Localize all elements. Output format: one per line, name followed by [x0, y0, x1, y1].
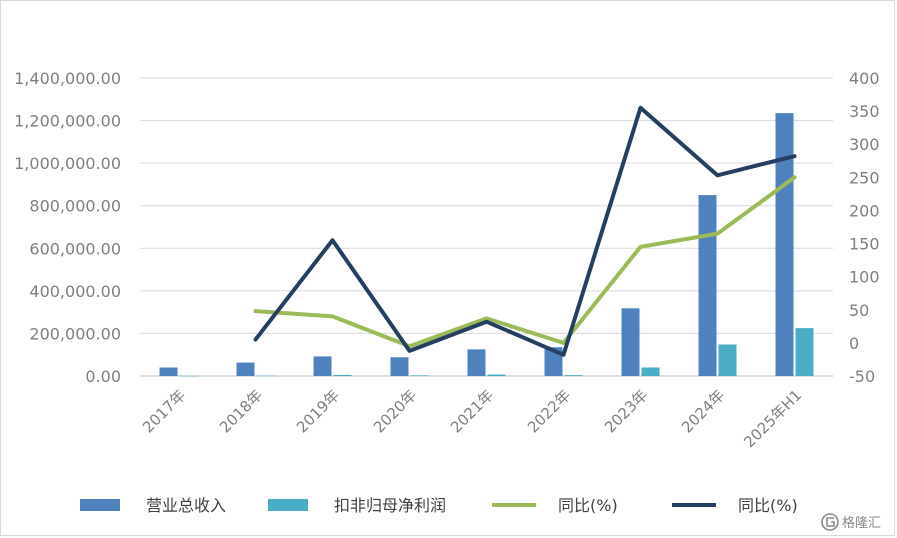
watermark: 格隆汇 — [821, 513, 881, 531]
x-tick-label: 2025年H1 — [740, 386, 805, 451]
gelonghui-logo-icon — [821, 513, 839, 531]
bar-net-profit — [487, 374, 506, 376]
left-tick-label: 600,000.00 — [29, 239, 121, 258]
bar-revenue — [390, 357, 409, 376]
bar-revenue — [698, 195, 717, 376]
left-tick-label: 0.00 — [85, 367, 121, 386]
legend-label: 同比(%) — [738, 496, 798, 515]
x-tick-label: 2021年 — [447, 386, 497, 436]
x-tick-label: 2020年 — [370, 386, 420, 436]
right-tick-label: 200 — [849, 201, 880, 220]
bar-net-profit — [179, 375, 198, 377]
right-tick-label: 100 — [849, 268, 880, 287]
right-tick-label: 0 — [849, 334, 859, 353]
bar-net-profit — [641, 367, 660, 376]
bar-revenue — [236, 362, 255, 376]
right-tick-label: 150 — [849, 235, 880, 254]
left-tick-label: 400,000.00 — [29, 282, 121, 301]
left-tick-label: 1,400,000.00 — [14, 69, 121, 88]
watermark-text: 格隆汇 — [842, 515, 881, 531]
legend-swatch — [80, 499, 120, 511]
bar-net-profit — [256, 375, 275, 377]
bar-net-profit — [718, 344, 737, 376]
bar-revenue — [313, 356, 332, 376]
legend-label: 同比(%) — [558, 496, 618, 515]
x-tick-label: 2018年 — [216, 386, 266, 436]
legend: 营业总收入 扣非归母净利润 同比(%) 同比(%) — [80, 496, 798, 515]
bar-revenue — [621, 308, 640, 376]
legend-swatch — [268, 499, 308, 511]
bar-revenue — [159, 367, 178, 376]
left-tick-label: 200,000.00 — [29, 324, 121, 343]
bar-net-profit — [333, 374, 352, 376]
bar-net-profit — [564, 375, 583, 376]
legend-label: 营业总收入 — [146, 496, 226, 515]
right-tick-label: 50 — [849, 301, 869, 320]
bar-revenue — [775, 113, 794, 376]
right-tick-label: 250 — [849, 168, 880, 187]
x-tick-label: 2023年 — [601, 386, 651, 436]
right-axis-ticks: -50 0 50 100 150 200 250 300 350 400 — [849, 69, 880, 386]
gridlines — [140, 77, 833, 377]
yoy-line-navy — [253, 105, 797, 357]
right-tick-label: -50 — [849, 367, 875, 386]
x-tick-label: 2017年 — [139, 386, 189, 436]
right-tick-label: 400 — [849, 69, 880, 88]
bar-net-profit — [795, 328, 814, 376]
legend-label: 扣非归母净利润 — [334, 496, 446, 515]
x-axis-ticks: 2017年 2018年 2019年 2020年 2021年 2022年 2023年 2024年… — [139, 386, 805, 451]
line-series — [253, 105, 797, 357]
left-tick-label: 1,200,000.00 — [14, 112, 121, 131]
left-axis-ticks: 0.00 200,000.00 400,000.00 600,000.00 800,00… — [14, 69, 121, 386]
left-tick-label: 1,000,000.00 — [14, 154, 121, 173]
bar-net-profit — [410, 375, 429, 376]
bar-series — [159, 113, 814, 377]
yoy-line-green — [253, 175, 797, 349]
bar-revenue — [467, 349, 486, 376]
x-tick-label: 2022年 — [524, 386, 574, 436]
right-tick-label: 350 — [849, 102, 880, 121]
left-tick-label: 800,000.00 — [29, 197, 121, 216]
x-tick-label: 2024年 — [678, 386, 728, 436]
right-tick-label: 300 — [849, 135, 880, 154]
x-tick-label: 2019年 — [293, 386, 343, 436]
